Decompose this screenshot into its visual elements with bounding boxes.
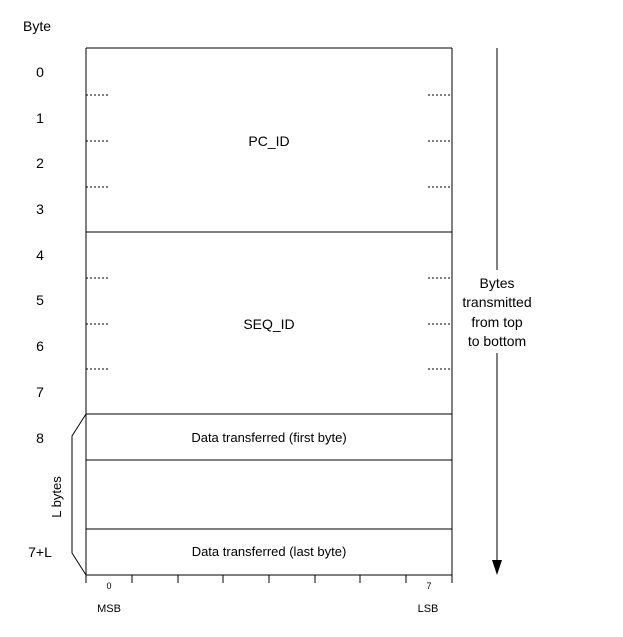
byte-column-header: Byte <box>23 18 51 34</box>
seq-id-label: SEQ_ID <box>243 316 294 332</box>
byte-label-4: 4 <box>36 247 44 263</box>
byte-label-6: 6 <box>36 338 44 354</box>
byte-row-labels: 0 1 2 3 4 5 6 7 8 7+L <box>28 64 52 560</box>
msb-label: MSB <box>97 603 121 615</box>
byte-label-7: 7 <box>36 384 44 400</box>
length-brace-bracket <box>71 413 87 576</box>
seq-id-byte-dividers <box>86 277 452 370</box>
direction-arrow-head <box>492 560 502 575</box>
pc-id-field: PC_ID <box>86 94 452 188</box>
packet-box <box>85 47 453 576</box>
seq-id-field: SEQ_ID <box>86 277 452 370</box>
direction-note-line-2: transmitted <box>462 294 531 310</box>
data-last-byte-label: Data transferred (last byte) <box>192 544 347 559</box>
direction-note-line-1: Bytes <box>479 275 514 291</box>
length-brace: L bytes <box>49 413 87 576</box>
direction-note-line-3: from top <box>471 314 523 330</box>
lsb-label: LSB <box>418 603 439 615</box>
data-first-byte-label: Data transferred (first byte) <box>191 430 346 445</box>
bit-axis-ticks <box>85 575 453 583</box>
byte-label-8: 8 <box>36 430 44 446</box>
data-middle-ellipsis <box>85 460 453 529</box>
direction-note: Bytes transmitted from top to bottom <box>462 275 531 349</box>
byte-label-7-plus-l: 7+L <box>28 544 52 560</box>
last-bit-number: 7 <box>426 581 431 591</box>
byte-label-2: 2 <box>36 155 44 171</box>
first-bit-number: 0 <box>106 581 111 591</box>
direction-note-line-4: to bottom <box>468 333 526 349</box>
transmission-direction-arrow <box>492 48 502 575</box>
byte-label-5: 5 <box>36 292 44 308</box>
byte-label-3: 3 <box>36 201 44 217</box>
length-brace-label: L bytes <box>49 476 64 518</box>
byte-label-0: 0 <box>36 64 44 80</box>
byte-label-1: 1 <box>36 110 44 126</box>
pc-id-label: PC_ID <box>248 133 289 149</box>
pc-id-byte-dividers <box>86 94 452 188</box>
